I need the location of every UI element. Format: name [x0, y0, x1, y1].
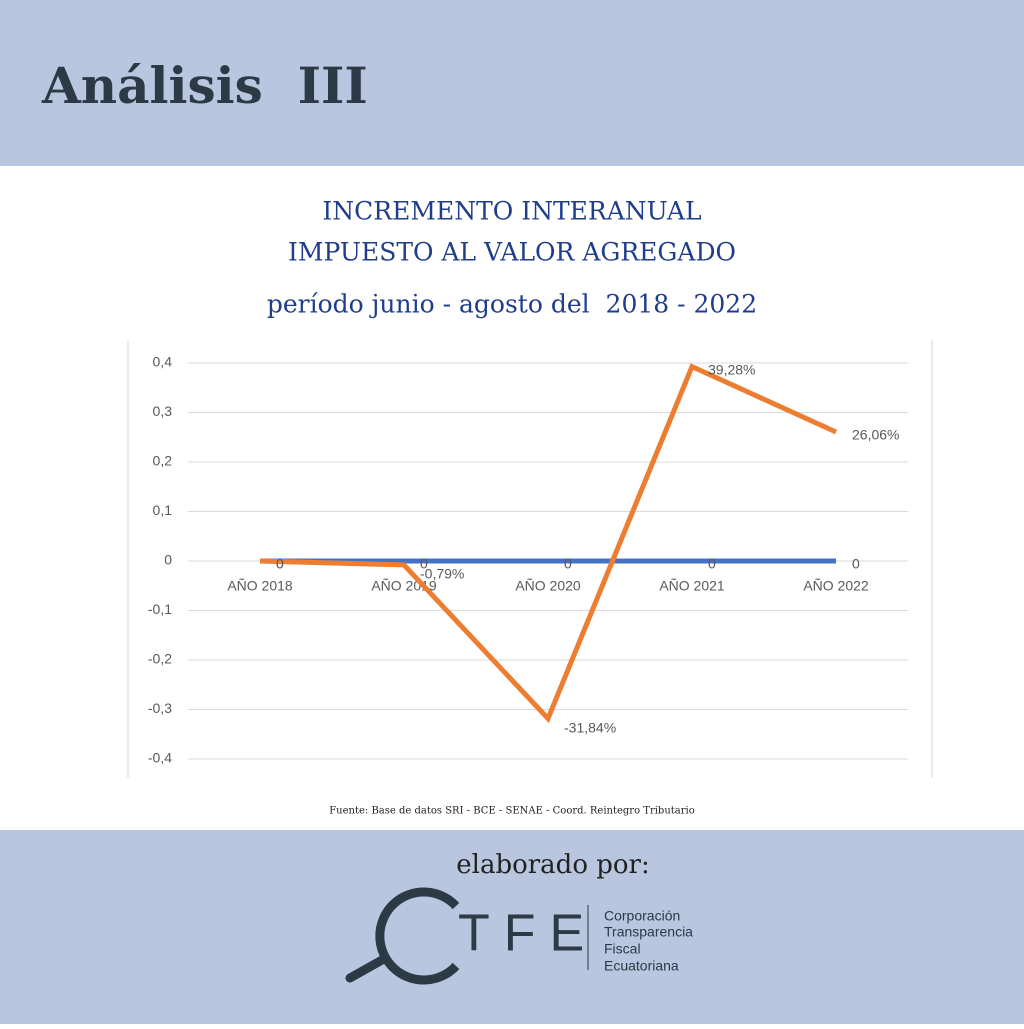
header-title: Análisis III	[41, 56, 368, 115]
header-band	[0, 0, 1024, 166]
source-note: Fuente: Base de datos SRI - BCE - SENAE …	[329, 806, 695, 817]
logo-text: TFE	[458, 905, 598, 963]
data-label: 0	[276, 556, 284, 572]
y-tick-label: -0,4	[148, 750, 172, 766]
y-tick-label: -0,1	[148, 601, 172, 617]
chart-title: INCREMENTO INTERANUAL	[322, 197, 701, 226]
data-label: 0	[852, 556, 860, 572]
y-tick-label: 0,3	[153, 403, 173, 419]
chart-subtitle: período junio - agosto del 2018 - 2022	[267, 290, 757, 319]
data-label: -31,84%	[564, 719, 616, 735]
x-tick-label: AÑO 2020	[515, 578, 581, 594]
y-tick-label: 0,4	[153, 354, 173, 370]
y-tick-label: 0,1	[153, 502, 173, 518]
y-tick-label: 0	[164, 552, 172, 568]
org-name: Ecuatoriana	[604, 958, 679, 974]
chart-title: IMPUESTO AL VALOR AGREGADO	[288, 238, 736, 267]
data-label: -0,79%	[420, 566, 464, 582]
content-band	[0, 166, 1024, 830]
x-tick-label: AÑO 2018	[227, 578, 293, 594]
footer-label: elaborado por:	[456, 850, 649, 880]
line-series	[259, 363, 838, 724]
org-name: Transparencia	[604, 924, 693, 940]
plot: 0,4 0,3 0,2 0,1 0 -0,1 -0,2 -0,3 -0,4 AÑO 2018 AÑO…	[148, 354, 908, 766]
footer-band	[0, 830, 1024, 1024]
data-label: 26,06%	[852, 427, 899, 443]
data-label: 0	[708, 556, 716, 572]
y-tick-label: -0,3	[148, 700, 172, 716]
x-tick-label: AÑO 2022	[803, 578, 869, 594]
data-label: 39,28%	[708, 361, 755, 377]
data-label: 0	[564, 556, 572, 572]
org-name: Fiscal	[604, 941, 641, 957]
data-label: 0	[420, 556, 428, 572]
x-tick-label: AÑO 2021	[659, 578, 725, 594]
y-tick-label: -0,2	[148, 651, 172, 667]
y-tick-label: 0,2	[153, 453, 173, 469]
logo-handle	[345, 955, 387, 983]
logo-c	[375, 887, 460, 985]
org-name: Corporación	[604, 908, 680, 924]
